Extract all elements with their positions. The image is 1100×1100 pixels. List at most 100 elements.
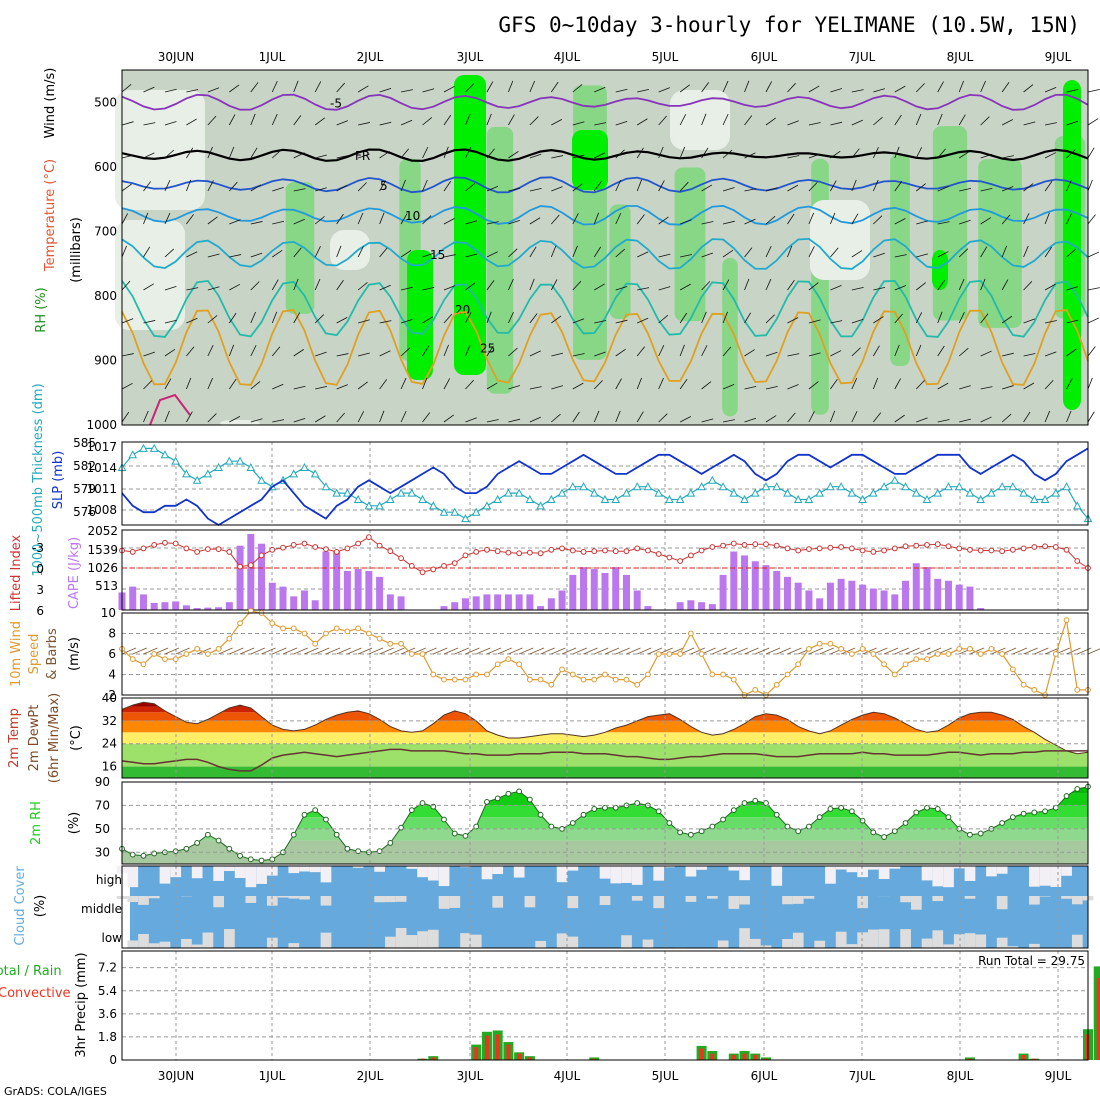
wind-barb (572, 245, 578, 258)
wind-barb (765, 187, 778, 192)
cape-bar (783, 576, 791, 610)
precip-convective-bar (764, 1058, 768, 1060)
cloud-middle-gap (138, 896, 149, 905)
wind-barb (744, 115, 753, 126)
cloud-high-gap (696, 866, 707, 870)
wind-barb (164, 179, 171, 192)
cloud-high-gap (825, 866, 836, 884)
wind-barb (379, 121, 392, 126)
wind-barb-10m (883, 647, 899, 655)
lifted-index-marker (773, 542, 780, 549)
cloud-high-gap (964, 866, 976, 881)
cape-bar (333, 551, 341, 610)
wind-barb (465, 417, 477, 423)
wind-barb (615, 149, 625, 159)
cape-bar (955, 584, 963, 610)
cape-bar (504, 594, 512, 610)
wind-barb (937, 419, 950, 423)
lifted-index-marker (387, 548, 394, 555)
thickness-marker (536, 501, 545, 510)
wind-barb (143, 283, 154, 291)
wind-barb (744, 188, 757, 192)
wind-axis-label-3: & Barbs (45, 628, 60, 680)
cloud-middle-gap (127, 896, 139, 903)
wind-barb (121, 83, 132, 93)
wind-barb (894, 285, 907, 291)
wind-speed-marker (376, 635, 383, 642)
thickness-marker (890, 475, 900, 484)
wind-barb (186, 317, 198, 324)
rh-marker (344, 845, 351, 852)
wind-barb (465, 379, 474, 390)
cloud-high-gap (835, 866, 847, 870)
lifted-index-marker (365, 534, 372, 541)
wind-barb (851, 89, 864, 93)
wind-barb (293, 278, 299, 291)
wind-barb (1001, 279, 1009, 291)
wind-barb (980, 416, 992, 423)
rh-marker (913, 809, 920, 816)
wind-barb (250, 184, 262, 192)
lifted-index-marker (258, 552, 265, 559)
wind-barb-10m (1023, 647, 1038, 655)
cloud-middle-gap (385, 896, 396, 903)
wind-barb (615, 378, 622, 390)
rh-marker (355, 848, 362, 855)
wind-barb (787, 353, 800, 357)
rh-marker (376, 848, 383, 855)
wind-barb (937, 186, 949, 192)
cloud-high-gap (685, 866, 697, 877)
cloud-middle-gap (1039, 896, 1051, 897)
cape-bar (966, 586, 974, 610)
wind-barb (1023, 213, 1030, 225)
rh-marker (612, 804, 619, 811)
thickness-marker (568, 482, 578, 491)
cloud-low-gap (782, 938, 793, 948)
precip-convective-bar (517, 1053, 522, 1060)
wind-barb (164, 149, 175, 159)
precip-convective-bar (506, 1044, 511, 1060)
lifted-index-marker (172, 540, 179, 547)
bottom-date-label: 4JUL (554, 1069, 581, 1083)
wind-barb (593, 380, 603, 390)
wind-speed-marker (698, 651, 705, 657)
thickness-marker (847, 488, 857, 497)
wind-barb (744, 417, 757, 423)
thickness-marker (418, 494, 427, 503)
wind-barb (701, 252, 714, 258)
wind-barb (615, 121, 628, 126)
wind-barb (765, 117, 776, 126)
wind-barb (572, 154, 585, 159)
precip-convective-bar (1021, 1054, 1026, 1060)
lifted-index-marker (1020, 545, 1027, 552)
wind-barb (1066, 410, 1072, 423)
wind-speed-marker (1020, 681, 1027, 688)
lifted-index-marker (162, 539, 168, 546)
cape-bar (547, 598, 555, 610)
wind-barb (1087, 118, 1099, 126)
wind-barb (143, 152, 155, 159)
thickness-marker (246, 462, 256, 472)
precip-tick: 7.2 (98, 961, 117, 975)
wind-barb (679, 378, 688, 390)
cape-bar (290, 596, 298, 610)
wind-barb (594, 152, 606, 159)
rh-marker (795, 828, 802, 835)
cape-bar (869, 588, 877, 610)
lifted-index-marker (913, 542, 920, 549)
precip-convective-bar (592, 1058, 597, 1060)
lifted-index-marker (516, 550, 523, 557)
cloud-tick: low (102, 931, 123, 945)
thickness-marker (997, 482, 1007, 491)
cloud-middle-gap (1071, 896, 1083, 905)
wind-barb (357, 246, 364, 258)
wind-barb (679, 114, 687, 126)
cloud-low-gap (792, 932, 804, 948)
wind-speed-marker (1063, 617, 1070, 624)
cape-bar (633, 590, 641, 610)
temp-axis-label-2: 2m DewPt (27, 705, 42, 772)
wind-barb-10m (561, 647, 577, 655)
wind-barb (400, 179, 406, 192)
wind-barb (959, 418, 971, 423)
wind-barb (958, 347, 969, 357)
